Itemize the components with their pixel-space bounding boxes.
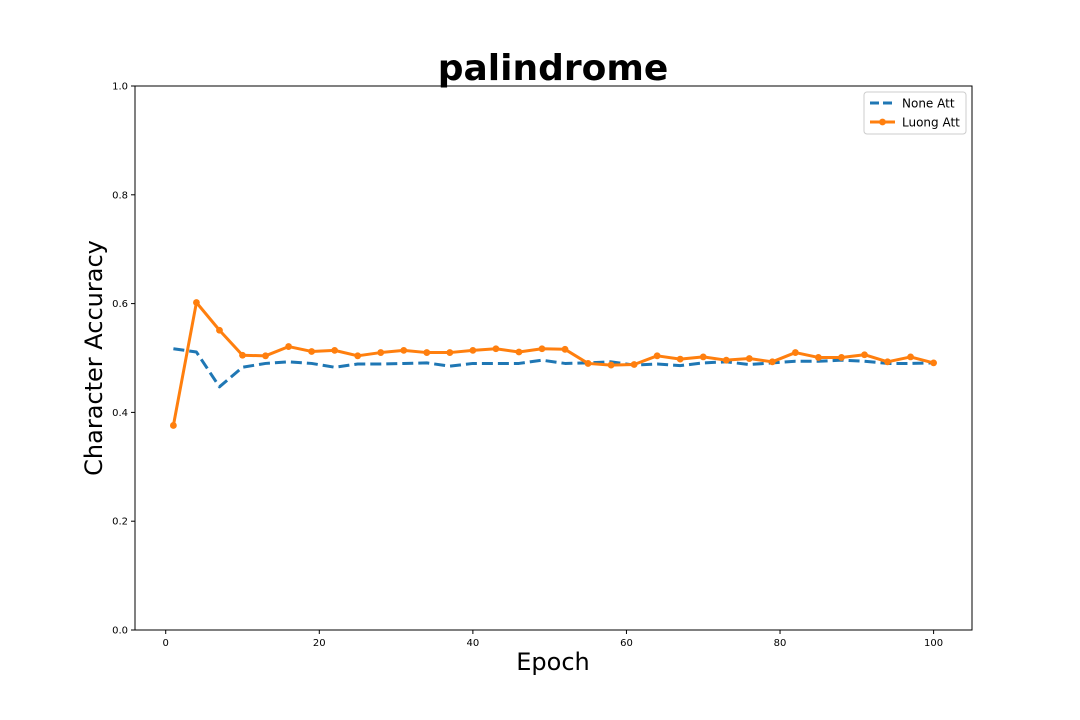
data-point	[377, 349, 385, 356]
chart-title: palindrome	[438, 48, 669, 89]
data-point	[515, 348, 523, 356]
y-tick-label: 0.8	[112, 190, 128, 201]
data-point	[907, 353, 914, 361]
y-tick-label: 1.0	[112, 82, 128, 93]
data-point	[308, 348, 316, 355]
legend-marker	[879, 118, 886, 126]
legend: None Att Luong Att	[863, 91, 967, 135]
data-point	[262, 352, 269, 360]
data-point	[930, 359, 938, 367]
axes-frame	[134, 85, 973, 631]
data-point	[216, 326, 223, 334]
data-point	[584, 360, 592, 367]
y-tick-label: 0.2	[112, 517, 128, 528]
legend-label: Luong Att	[902, 116, 960, 130]
data-point	[815, 354, 822, 361]
legend-label: None Att	[902, 97, 955, 111]
data-point	[400, 346, 408, 354]
y-tick-label: 0.6	[112, 299, 128, 310]
data-point	[561, 345, 569, 353]
plot-area	[134, 85, 973, 631]
series-line-luong-att	[171, 301, 934, 426]
data-point	[653, 352, 661, 360]
data-point	[861, 351, 868, 359]
x-tick-label: 40	[467, 638, 480, 649]
data-point	[446, 349, 454, 356]
data-point	[239, 351, 246, 359]
data-point	[722, 356, 730, 364]
data-point	[469, 346, 477, 354]
data-point	[193, 299, 200, 306]
data-point	[745, 355, 753, 362]
data-point	[285, 343, 292, 350]
x-axis-label: Epoch	[516, 648, 590, 676]
y-axis-ticks: 0.0 0.2 0.4 0.6 0.8 1.0	[112, 82, 135, 637]
y-axis-label: Character Accuracy	[80, 240, 108, 476]
data-point	[791, 349, 799, 356]
data-point	[768, 358, 776, 366]
data-point	[699, 353, 707, 361]
data-point	[423, 349, 431, 356]
data-point	[538, 345, 546, 353]
data-point	[169, 422, 177, 429]
series-layer	[169, 299, 938, 429]
series-line-none-att	[173, 347, 934, 389]
y-tick-label: 0.0	[112, 626, 128, 637]
x-tick-label: 60	[620, 638, 633, 649]
data-point	[492, 345, 500, 353]
data-point	[630, 361, 638, 368]
y-tick-label: 0.4	[112, 408, 128, 419]
data-point	[676, 355, 684, 363]
data-point	[884, 358, 891, 366]
data-point	[331, 346, 339, 354]
x-tick-label: 80	[774, 638, 787, 649]
x-axis-ticks: 0 20 40 60 80 100	[163, 630, 943, 649]
data-point	[354, 352, 362, 360]
x-tick-label: 20	[313, 638, 326, 649]
data-point	[607, 361, 615, 369]
data-point	[838, 354, 845, 361]
x-tick-label: 100	[924, 638, 943, 649]
x-tick-label: 0	[163, 638, 169, 649]
